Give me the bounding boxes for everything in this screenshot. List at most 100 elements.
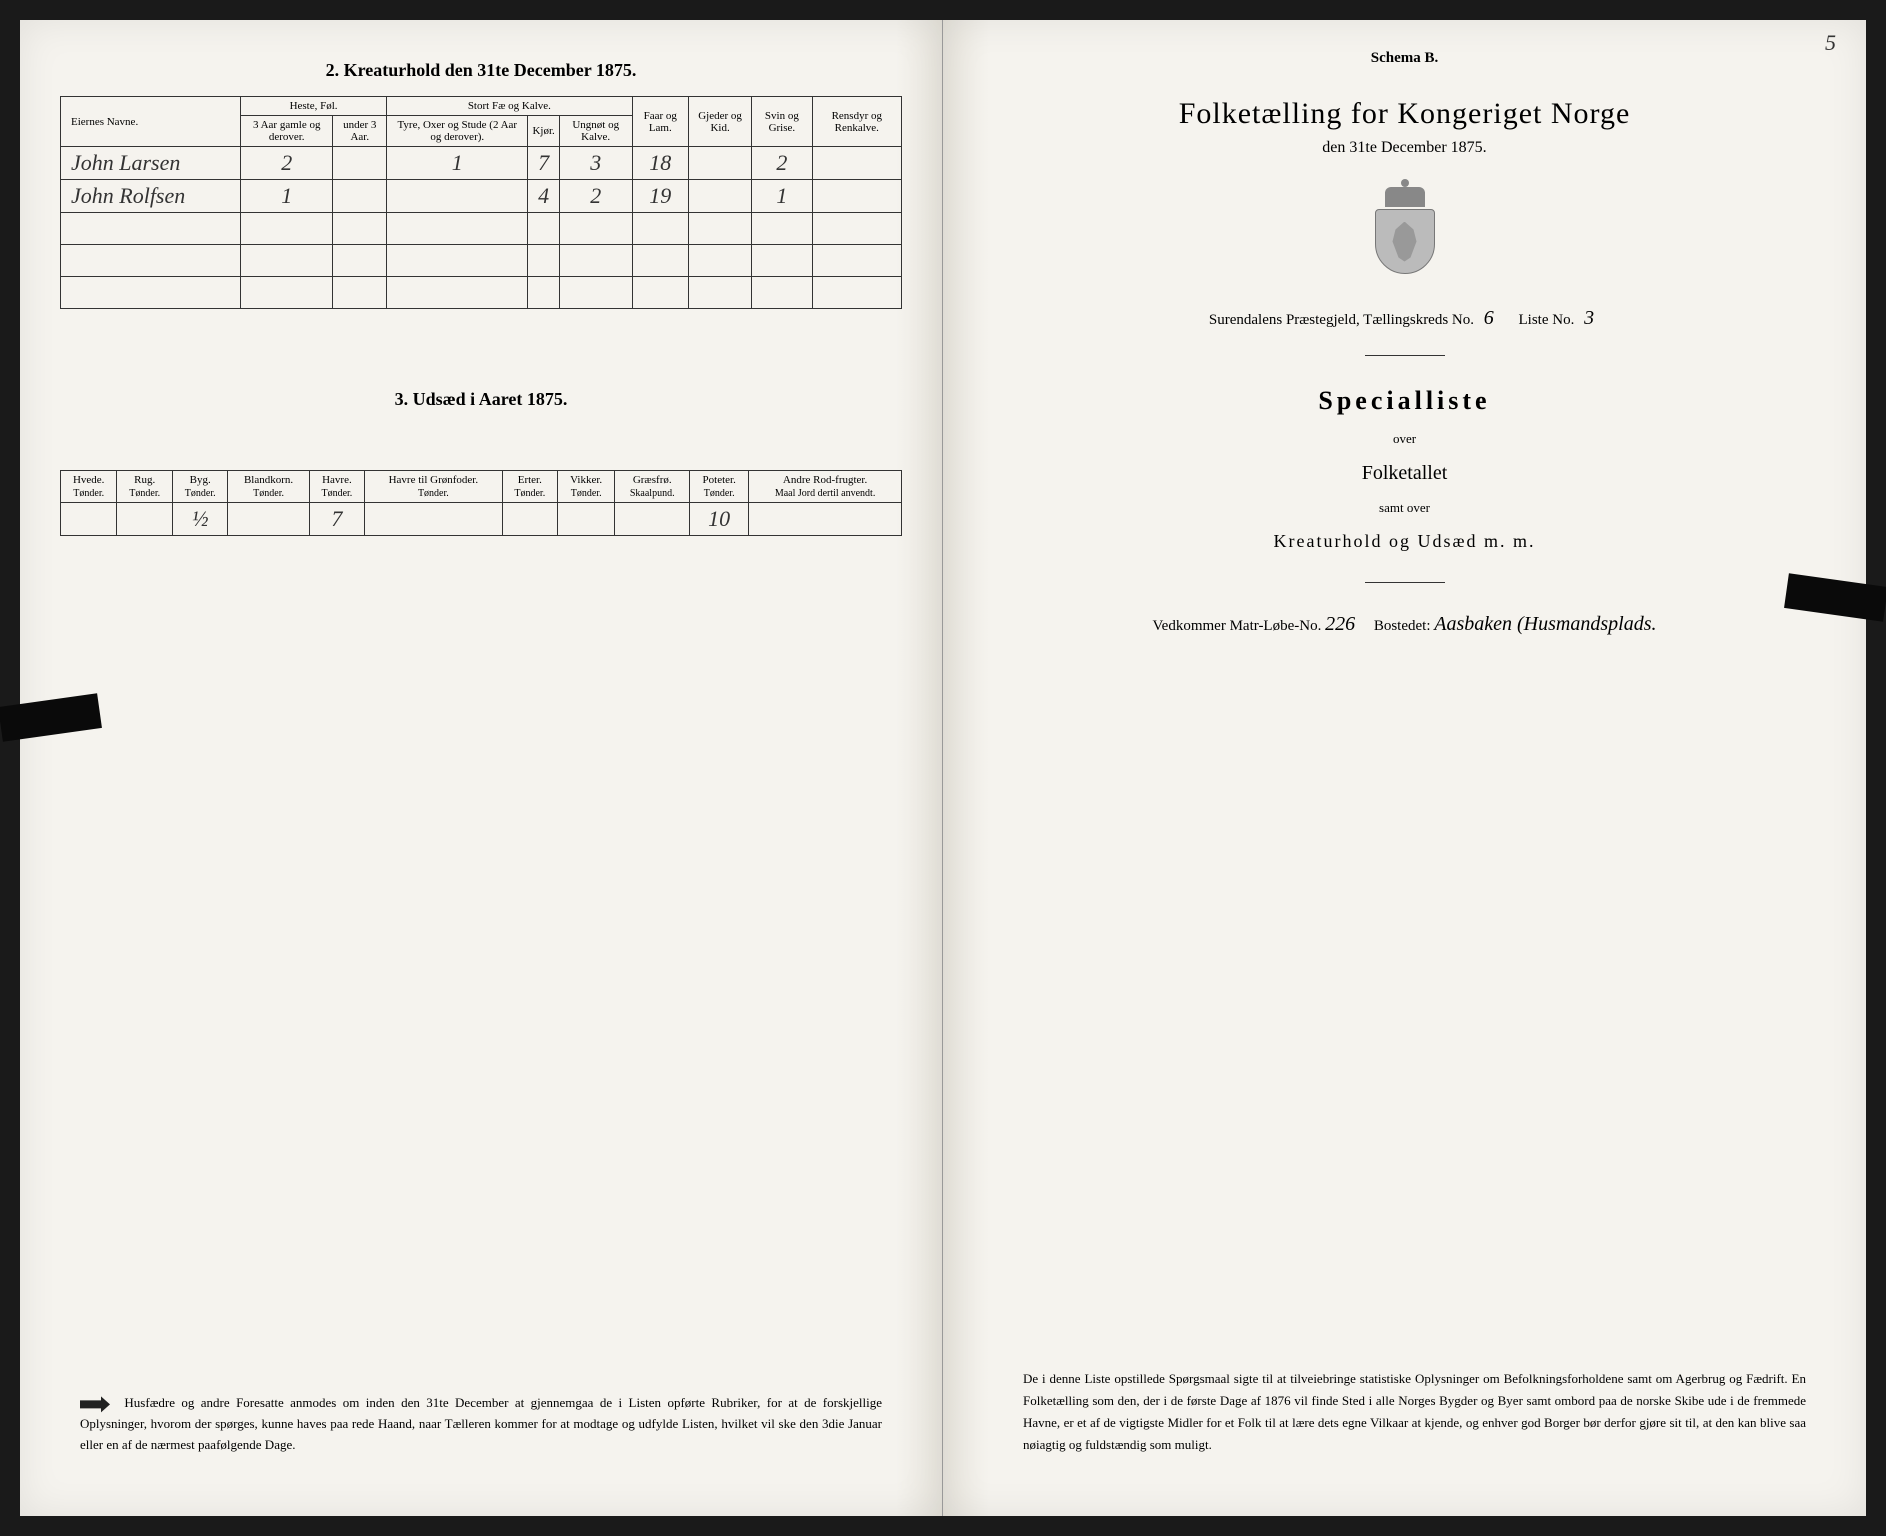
owner-name: John Rolfsen [61,180,241,213]
matr-label: Vedkommer Matr-Løbe-No. [1153,618,1322,634]
seed-column: Byg.Tønder. [172,471,228,503]
cell-empty [528,245,559,277]
cell-empty [333,277,387,309]
cell-empty [241,245,333,277]
district-prefix: Surendalens Præstegjeld, Tællingskreds N… [1209,312,1474,328]
cell-empty [61,213,241,245]
seed-column: Blandkorn.Tønder. [228,471,309,503]
subcol-bulls: Tyre, Oxer og Stude (2 Aar og derover). [387,116,528,147]
col-sheep: Faar og Lam. [632,97,688,147]
cell-empty [387,245,528,277]
col-pigs: Svin og Grise. [752,97,812,147]
subcol-cows: Kjør. [528,116,559,147]
cell-value: 2 [752,147,812,180]
footnote-text: Husfædre og andre Foresatte anmodes om i… [80,1395,882,1452]
section-2-title: 2. Kreaturhold den 31te December 1875. [60,60,902,81]
seed-column: Poteter.Tønder. [690,471,749,503]
specialliste-heading: Specialliste [983,386,1826,416]
cell-empty [61,277,241,309]
bosted-label: Bostedet: [1374,618,1431,634]
col-cattle: Stort Fæ og Kalve. [387,97,633,116]
seed-value [365,503,502,536]
right-footnote: De i denne Liste opstillede Spørgsmaal s… [1023,1368,1806,1456]
cell-empty [688,277,751,309]
cell-empty [387,277,528,309]
seed-column: Havre til Grønfoder.Tønder. [365,471,502,503]
cell-value [333,180,387,213]
seed-value [749,503,902,536]
crown-icon [1385,187,1425,207]
col-reindeer: Rensdyr og Renkalve. [812,97,901,147]
cell-value: 19 [632,180,688,213]
cell-empty [559,277,632,309]
cell-empty [632,277,688,309]
page-number: 5 [1825,30,1836,56]
seed-column: Hvede.Tønder. [61,471,117,503]
district-number: 6 [1478,307,1500,329]
seed-value: 7 [309,503,365,536]
matr-number: 226 [1325,613,1355,635]
cell-empty [688,213,751,245]
seed-value [615,503,690,536]
cell-empty [812,245,901,277]
census-date: den 31te December 1875. [983,139,1826,157]
cell-empty [812,277,901,309]
table-row: John Larsen2173182 [61,147,902,180]
table-row-empty [61,213,902,245]
cell-empty [528,213,559,245]
subcol-horses-3plus: 3 Aar gamle og derover. [241,116,333,147]
table-2-livestock: Eiernes Navne. Heste, Føl. Stort Fæ og K… [60,96,902,309]
left-footnote: Husfædre og andre Foresatte anmodes om i… [80,1393,882,1456]
cell-empty [688,245,751,277]
seed-value [502,503,558,536]
coat-of-arms-icon [1370,187,1440,277]
cell-empty [241,213,333,245]
cell-value [812,180,901,213]
book-spread: 2. Kreaturhold den 31te December 1875. E… [20,20,1866,1516]
seed-column: Andre Rod-frugter.Maal Jord dertil anven… [749,471,902,503]
table-row: John Rolfsen142191 [61,180,902,213]
subcol-horses-under3: under 3 Aar. [333,116,387,147]
cell-value: 2 [559,180,632,213]
cell-value: 1 [241,180,333,213]
samt-over-label: samt over [983,500,1826,516]
cell-value [387,180,528,213]
divider-2 [1365,582,1445,583]
seed-column: Vikker.Tønder. [558,471,615,503]
cell-value: 2 [241,147,333,180]
cell-empty [241,277,333,309]
cell-value [688,180,751,213]
cell-value: 1 [752,180,812,213]
cell-empty [632,245,688,277]
owner-name: John Larsen [61,147,241,180]
col-owner: Eiernes Navne. [61,97,241,147]
bosted-value: Aasbaken (Husmandsplads. [1434,613,1656,635]
cell-value: 3 [559,147,632,180]
cell-value: 1 [387,147,528,180]
cell-value: 18 [632,147,688,180]
cell-value [688,147,751,180]
table-3-seed: Hvede.Tønder.Rug.Tønder.Byg.Tønder.Bland… [60,470,902,536]
left-page: 2. Kreaturhold den 31te December 1875. E… [20,20,943,1516]
cell-empty [559,245,632,277]
seed-table: Hvede.Tønder.Rug.Tønder.Byg.Tønder.Bland… [60,470,902,536]
cell-empty [333,245,387,277]
seed-value: ½ [172,503,228,536]
liste-number: 3 [1578,307,1600,329]
cell-empty [812,213,901,245]
shield-icon [1375,209,1435,274]
seed-value [61,503,117,536]
seed-column: Rug.Tønder. [117,471,173,503]
cell-empty [333,213,387,245]
liste-label: Liste No. [1519,312,1575,328]
cell-value: 7 [528,147,559,180]
kreatur-heading: Kreaturhold og Udsæd m. m. [983,531,1826,552]
cell-empty [387,213,528,245]
section-3-title: 3. Udsæd i Aaret 1875. [60,389,902,410]
cell-empty [559,213,632,245]
table-row-empty [61,277,902,309]
right-page: 5 Schema B. Folketælling for Kongeriget … [943,20,1866,1516]
cell-value [333,147,387,180]
folketallet-heading: Folketallet [983,462,1826,485]
cell-empty [632,213,688,245]
